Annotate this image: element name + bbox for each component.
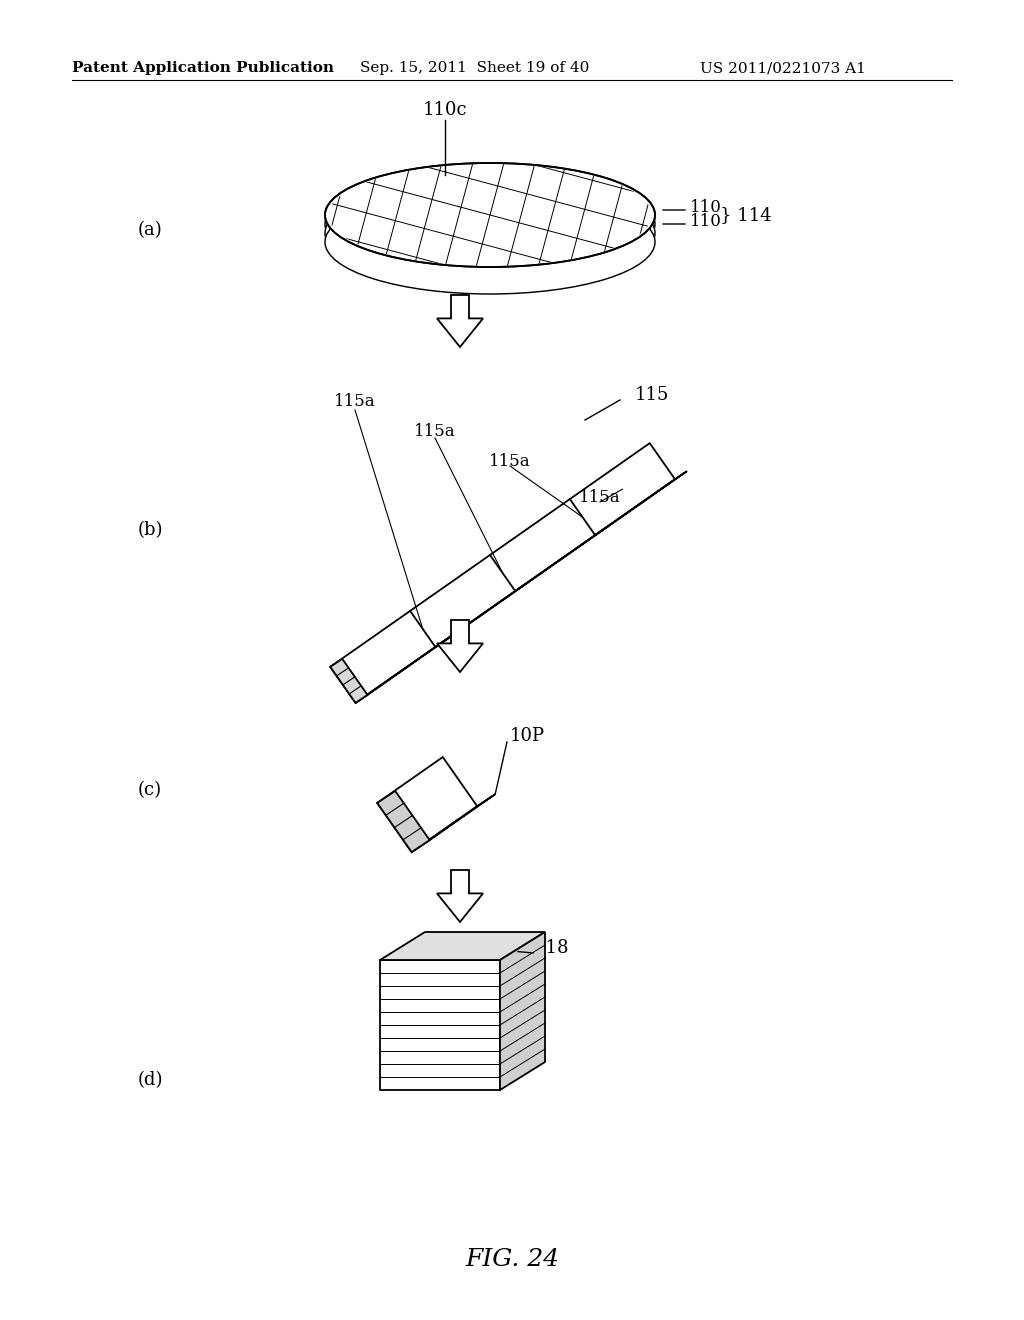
Text: 115a: 115a	[580, 490, 621, 507]
Text: 115a: 115a	[489, 454, 530, 470]
Text: 110: 110	[690, 214, 722, 231]
Polygon shape	[437, 294, 483, 347]
Polygon shape	[331, 659, 368, 702]
Text: 115a: 115a	[414, 424, 456, 441]
Polygon shape	[377, 791, 430, 853]
Polygon shape	[380, 960, 500, 1090]
Polygon shape	[355, 471, 687, 702]
Ellipse shape	[325, 181, 655, 285]
Text: } 114: } 114	[720, 206, 772, 224]
Text: 115a: 115a	[334, 393, 376, 411]
Text: (c): (c)	[138, 781, 162, 799]
Text: Patent Application Publication: Patent Application Publication	[72, 61, 334, 75]
Text: (b): (b)	[137, 521, 163, 539]
Text: (d): (d)	[137, 1071, 163, 1089]
Text: 10P: 10P	[510, 727, 545, 744]
Text: FIG. 24: FIG. 24	[465, 1249, 559, 1271]
Text: Sep. 15, 2011  Sheet 19 of 40: Sep. 15, 2011 Sheet 19 of 40	[360, 61, 590, 75]
Ellipse shape	[325, 190, 655, 294]
Polygon shape	[437, 870, 483, 921]
Text: 110: 110	[690, 199, 722, 216]
Text: 115: 115	[635, 385, 670, 404]
Polygon shape	[412, 795, 496, 853]
Polygon shape	[500, 932, 545, 1090]
Ellipse shape	[325, 172, 655, 276]
Text: 110c: 110c	[423, 102, 467, 119]
Polygon shape	[380, 932, 545, 960]
Text: 118: 118	[535, 939, 569, 957]
Text: US 2011/0221073 A1: US 2011/0221073 A1	[700, 61, 866, 75]
Polygon shape	[437, 620, 483, 672]
Text: (a): (a)	[137, 220, 163, 239]
Polygon shape	[377, 758, 477, 853]
Polygon shape	[331, 444, 675, 702]
Ellipse shape	[325, 162, 655, 267]
